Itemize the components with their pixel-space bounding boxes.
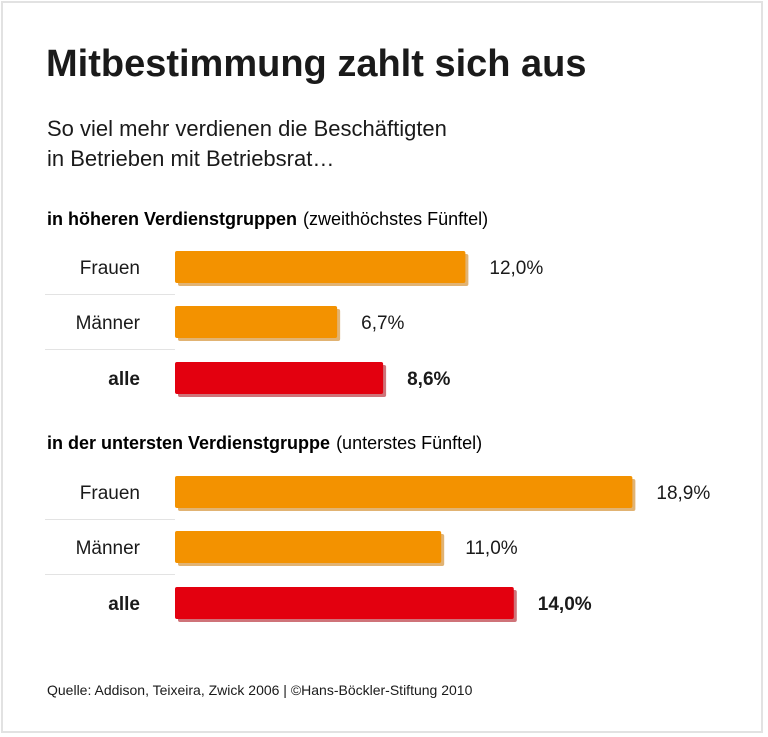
chart-subtitle-line-1: So viel mehr verdienen die Beschäftigten	[47, 116, 447, 141]
group-heading-note: (unterstes Fünftel)	[336, 433, 482, 453]
group-heading: in höheren Verdienstgruppen (zweithöchste…	[47, 209, 488, 229]
value-label: 8,6%	[407, 369, 450, 390]
group-heading-title: in höheren Verdienstgruppen	[47, 209, 297, 229]
bar	[175, 587, 514, 619]
source-footer: Quelle: Addison, Teixeira, Zwick 2006 | …	[47, 682, 473, 698]
group-heading-title: in der untersten Verdienstgruppe	[47, 433, 330, 453]
value-label: 14,0%	[538, 594, 592, 615]
category-label: Männer	[76, 538, 141, 559]
category-label: Männer	[76, 313, 141, 334]
value-label: 12,0%	[489, 258, 543, 279]
value-label: 18,9%	[656, 483, 710, 504]
bar	[175, 251, 466, 283]
category-label: alle	[108, 369, 140, 390]
bar	[175, 476, 633, 508]
category-label: alle	[108, 594, 140, 615]
bar	[175, 306, 338, 338]
value-label: 6,7%	[361, 313, 404, 334]
chart-title: Mitbestimmung zahlt sich aus	[46, 43, 587, 85]
group-heading-note: (zweithöchstes Fünftel)	[303, 209, 488, 229]
group-heading: in der untersten Verdienstgruppe (unterst…	[47, 433, 482, 453]
category-label: Frauen	[80, 483, 140, 504]
chart-subtitle-line-2: in Betrieben mit Betriebsrat…	[47, 146, 334, 171]
bar	[175, 531, 442, 563]
category-label: Frauen	[80, 258, 140, 279]
bar	[175, 362, 384, 394]
value-label: 11,0%	[465, 538, 518, 559]
